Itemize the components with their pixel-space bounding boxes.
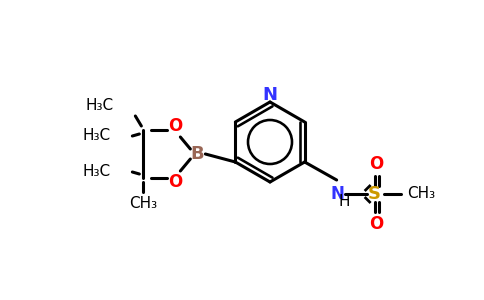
Text: O: O xyxy=(369,215,384,233)
Text: B: B xyxy=(191,145,204,163)
Text: CH₃: CH₃ xyxy=(129,196,157,211)
Text: N: N xyxy=(331,185,345,203)
Text: S: S xyxy=(368,185,381,203)
Text: H₃C: H₃C xyxy=(85,98,113,113)
Text: CH₃: CH₃ xyxy=(408,187,436,202)
Text: H₃C: H₃C xyxy=(82,164,110,179)
Text: O: O xyxy=(369,155,384,173)
Text: H: H xyxy=(339,194,350,209)
Text: N: N xyxy=(262,86,277,104)
Text: O: O xyxy=(168,117,182,135)
Text: O: O xyxy=(168,173,182,191)
Text: H₃C: H₃C xyxy=(82,128,110,143)
